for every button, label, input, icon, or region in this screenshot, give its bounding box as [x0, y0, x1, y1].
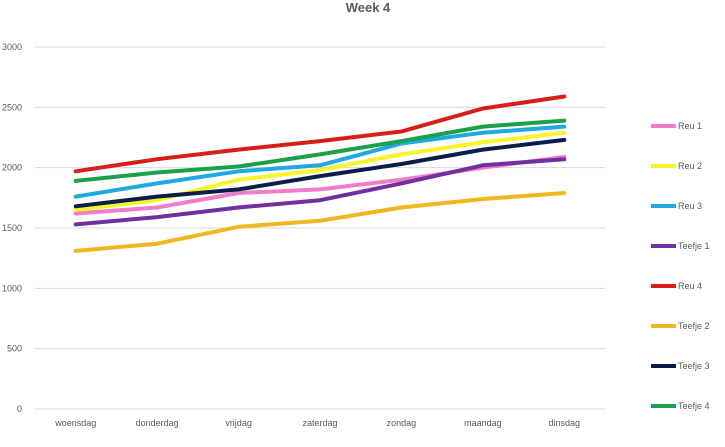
legend-item: Reu 3	[651, 201, 702, 211]
legend-label: Teefje 3	[678, 361, 710, 371]
series-line-teefje-1	[73, 157, 567, 227]
x-tick-label: zondag	[387, 418, 417, 428]
x-tick-label: donderdag	[136, 418, 179, 428]
legend-item: Teefje 3	[651, 361, 710, 371]
legend-label: Reu 4	[678, 281, 702, 291]
legend-label: Teefje 1	[678, 241, 710, 251]
x-tick-label: dinsdag	[549, 418, 581, 428]
x-tick-label: vrijdag	[225, 418, 252, 428]
y-tick-label: 2500	[2, 102, 22, 112]
legend-label: Reu 2	[678, 161, 702, 171]
legend-label: Teefje 4	[678, 401, 710, 411]
legend: Reu 1 Reu 2 Reu 3 Teefje 1 Reu 4 Teefje 2 Teef…	[651, 121, 710, 411]
legend-item: Teefje 4	[651, 401, 710, 411]
y-axis-tick-labels: 0 500 1000 1500 2000 2500 3000	[2, 42, 22, 414]
series-lines	[73, 94, 567, 253]
legend-label: Teefje 2	[678, 321, 710, 331]
y-tick-label: 3000	[2, 42, 22, 52]
legend-label: Reu 3	[678, 201, 702, 211]
x-tick-label: zaterdag	[302, 418, 337, 428]
legend-item: Reu 2	[651, 161, 702, 171]
legend-item: Reu 1	[651, 121, 702, 131]
x-tick-label: woensdag	[54, 418, 96, 428]
chart-title: Week 4	[346, 0, 391, 15]
series-line-teefje-4	[73, 118, 567, 183]
y-tick-label: 1000	[2, 283, 22, 293]
legend-item: Reu 4	[651, 281, 702, 291]
grid-lines	[35, 46, 605, 410]
series-line-reu-4	[73, 94, 567, 174]
series-line-teefje-3	[73, 137, 567, 209]
y-tick-label: 0	[17, 404, 22, 414]
legend-item: Teefje 1	[651, 241, 710, 251]
y-tick-label: 2000	[2, 163, 22, 173]
series-line-reu-3	[73, 124, 567, 199]
y-tick-label: 500	[7, 344, 22, 354]
x-axis-tick-labels: woensdag donderdag vrijdag zaterdag zondag ma…	[54, 418, 580, 428]
series-line-reu-1	[73, 154, 567, 216]
series-line-teefje-2	[73, 191, 567, 253]
x-tick-label: maandag	[464, 418, 502, 428]
series-line-reu-2	[73, 130, 567, 212]
legend-item: Teefje 2	[651, 321, 710, 331]
legend-label: Reu 1	[678, 121, 702, 131]
y-tick-label: 1500	[2, 223, 22, 233]
